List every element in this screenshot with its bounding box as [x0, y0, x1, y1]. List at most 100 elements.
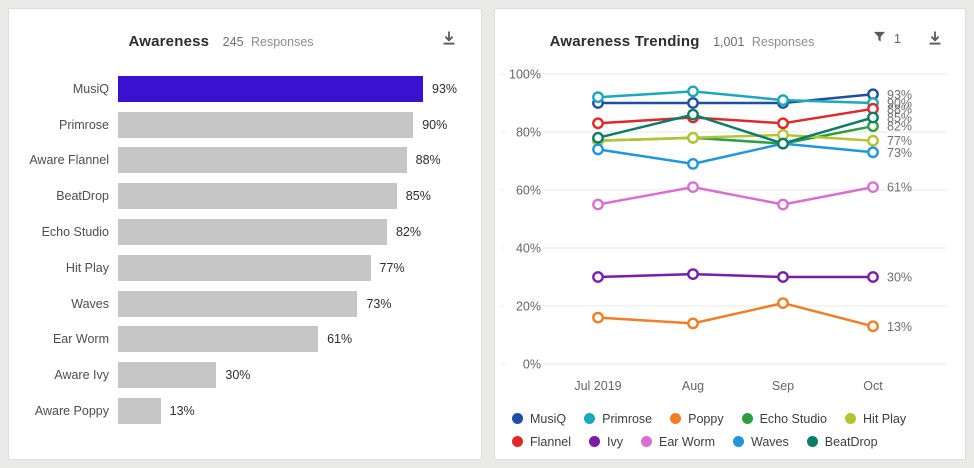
y-tick-label: 100% [509, 68, 541, 82]
download-button[interactable] [925, 28, 945, 48]
bar-chart: MusiQ 93% Primrose 90% Aware Flannel 88% BeatD… [21, 71, 473, 429]
series-line-flannel[interactable] [596, 107, 875, 125]
bar-value-label: 61% [327, 332, 353, 347]
bar-value-label: 13% [169, 404, 195, 419]
legend-label: Flannel [530, 434, 571, 449]
data-point-marker[interactable] [687, 97, 699, 109]
data-point-marker[interactable] [867, 134, 879, 147]
series-line-primrose[interactable] [596, 90, 875, 105]
bar[interactable] [118, 398, 161, 425]
legend-dot [584, 413, 596, 424]
legend-item-primrose: Primrose [584, 412, 652, 426]
data-point-marker[interactable] [592, 311, 604, 324]
data-point-marker[interactable] [867, 181, 879, 194]
bar-track: 61% [118, 326, 446, 353]
series-line-waves[interactable] [596, 142, 875, 166]
data-point-marker[interactable] [687, 131, 699, 144]
data-point-marker[interactable] [687, 108, 699, 121]
data-point-marker[interactable] [687, 317, 699, 330]
data-point-marker[interactable] [867, 111, 879, 124]
filter-icon [871, 28, 888, 50]
data-point-marker[interactable] [867, 271, 879, 283]
bar-value-label: 88% [415, 153, 441, 168]
tick-label-bg [505, 298, 543, 314]
legend-row: MusiQ Primrose Poppy Echo Studio Hit Play [512, 407, 959, 430]
bar[interactable] [118, 362, 217, 389]
bar-category-label: BeatDrop [56, 189, 109, 204]
bar-category-label: Aware Poppy [34, 404, 109, 419]
bar[interactable] [118, 183, 397, 210]
series-end-label: 85% [887, 111, 912, 125]
legend-item-ivy: Ivy [589, 435, 623, 449]
bar[interactable] [118, 219, 387, 246]
bar-track: 93% [118, 75, 457, 102]
bar[interactable] [118, 147, 407, 174]
bar-track: 88% [118, 147, 446, 174]
data-point-marker[interactable] [592, 91, 604, 104]
bar-row: Aware Ivy 30% [21, 357, 473, 393]
legend-dot [640, 436, 652, 447]
bar-category-label: Ear Worm [52, 332, 109, 347]
bar-track: 82% [118, 219, 446, 246]
bar-value-label: 90% [422, 117, 448, 132]
data-point-marker[interactable] [777, 94, 789, 106]
bar-category-label: Aware Flannel [29, 153, 109, 168]
legend-item-flannel: Flannel [512, 435, 571, 449]
x-tick-label: Jul 2019 [574, 379, 621, 393]
data-point-marker[interactable] [592, 117, 604, 130]
data-point-marker[interactable] [592, 131, 604, 144]
series-line-beatdrop[interactable] [596, 113, 875, 145]
series-line-ear-worm[interactable] [596, 185, 875, 206]
series-line-poppy[interactable] [596, 301, 875, 328]
legend-dot [512, 436, 523, 447]
data-point-marker[interactable] [592, 198, 604, 211]
data-point-marker[interactable] [687, 181, 699, 194]
series-line-ivy[interactable] [596, 272, 875, 279]
responses-count: 245 [222, 35, 244, 49]
bar[interactable] [118, 111, 414, 138]
legend-item-echo-studio: Echo Studio [741, 412, 827, 426]
legend-label: Hit Play [863, 411, 907, 426]
filter-button[interactable]: 1 [871, 28, 901, 50]
data-point-marker[interactable] [777, 137, 789, 150]
data-point-marker[interactable] [687, 158, 699, 170]
data-point-marker[interactable] [867, 146, 879, 159]
series-line-musiq[interactable] [596, 93, 875, 105]
bar-row: Aware Poppy 13% [21, 393, 473, 429]
legend-row: Flannel Ivy Ear Worm Waves BeatDrop [512, 430, 959, 453]
data-point-marker[interactable] [687, 85, 699, 98]
bar-track: 90% [118, 111, 448, 138]
bar-value-label: 85% [405, 189, 431, 204]
chart-title: Awareness Trending [549, 33, 700, 50]
series-end-label: 82% [887, 120, 912, 134]
series-line-hit-play[interactable] [596, 133, 875, 142]
tick-label-bg [505, 356, 543, 372]
data-point-marker[interactable] [777, 271, 789, 283]
download-icon [925, 28, 945, 48]
bar-row: BeatDrop 85% [21, 178, 473, 214]
bar[interactable] [118, 75, 424, 102]
tick-label-bg [505, 182, 543, 198]
data-point-marker[interactable] [867, 320, 879, 333]
data-point-marker[interactable] [592, 143, 604, 156]
bar[interactable] [118, 290, 358, 317]
x-tick-label: Oct [863, 379, 883, 393]
data-point-marker[interactable] [777, 198, 789, 211]
data-point-marker[interactable] [687, 268, 699, 281]
awareness-bar-card: Awareness 245 Responses MusiQ 93% Primrose… [8, 8, 482, 460]
legend-label: Ivy [607, 434, 623, 449]
legend-item-ear-worm: Ear Worm [640, 435, 715, 449]
data-point-marker[interactable] [592, 271, 604, 283]
y-tick-label: 80% [516, 126, 541, 140]
bar-value-label: 82% [395, 225, 421, 240]
responses-label: Responses [751, 35, 815, 49]
legend-label: Poppy [688, 411, 724, 426]
bar[interactable] [118, 326, 319, 353]
series-end-label: 30% [887, 271, 912, 285]
filter-count: 1 [894, 32, 901, 46]
data-point-marker[interactable] [777, 117, 789, 130]
data-point-marker[interactable] [777, 297, 789, 310]
bar-category-label: Echo Studio [41, 225, 109, 240]
download-button[interactable] [439, 28, 459, 48]
bar[interactable] [118, 254, 371, 281]
